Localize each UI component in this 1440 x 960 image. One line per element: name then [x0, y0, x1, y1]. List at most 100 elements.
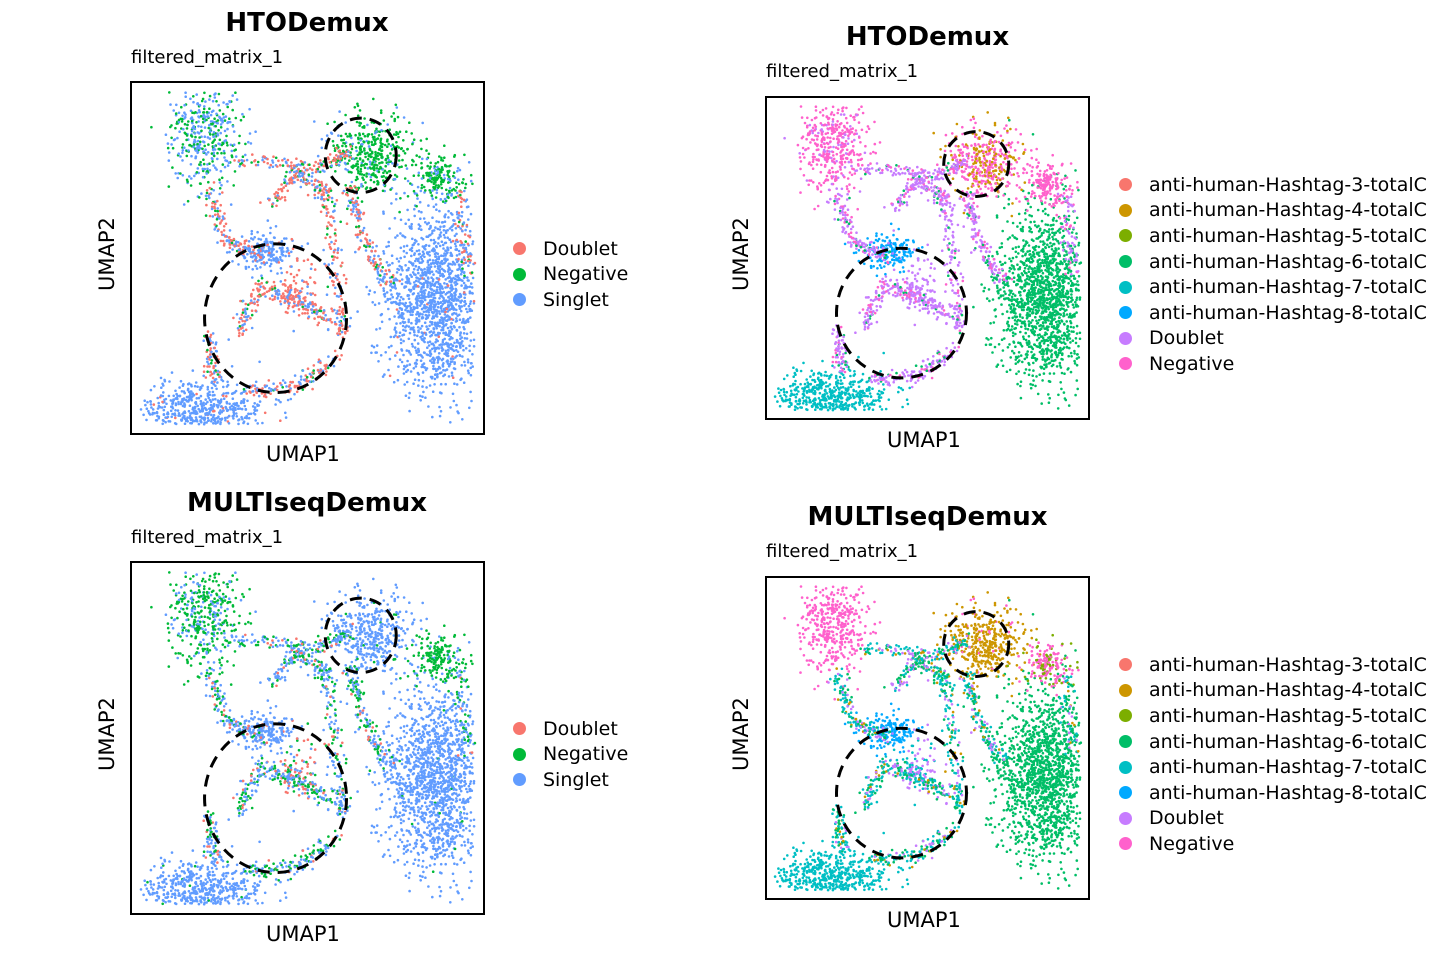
data-point [276, 165, 279, 168]
data-point [335, 294, 339, 298]
data-point [365, 175, 368, 178]
data-point [344, 121, 347, 124]
data-point [456, 224, 460, 228]
data-point [215, 168, 218, 171]
data-point [413, 192, 417, 195]
data-point [344, 113, 347, 117]
data-point [237, 159, 241, 162]
data-points [139, 91, 477, 426]
data-point [442, 233, 446, 237]
data-point [262, 261, 266, 264]
data-point [433, 377, 437, 381]
data-point [302, 307, 305, 311]
data-point [430, 300, 433, 303]
data-point [285, 161, 288, 165]
data-point [1072, 326, 1075, 329]
data-point [420, 147, 423, 151]
data-point [206, 330, 210, 333]
data-point [218, 217, 221, 220]
data-point [462, 325, 465, 329]
data-point [187, 120, 190, 123]
data-point [350, 212, 353, 216]
data-point [287, 254, 291, 258]
data-point [444, 163, 447, 167]
data-point [287, 302, 291, 305]
data-point [440, 328, 443, 332]
data-point [408, 304, 412, 307]
data-point [269, 389, 273, 393]
data-point [398, 292, 401, 296]
data-point [183, 103, 186, 107]
data-point [258, 258, 261, 262]
data-point [153, 385, 156, 388]
data-point [218, 215, 221, 218]
data-point [457, 263, 461, 266]
data-point [213, 117, 216, 120]
data-point [194, 156, 197, 160]
data-point [398, 165, 401, 169]
data-point [389, 160, 393, 163]
data-point [386, 156, 390, 160]
data-point [351, 197, 355, 200]
data-point [417, 265, 421, 269]
data-point [457, 257, 460, 261]
data-point [203, 126, 207, 129]
data-point [222, 101, 225, 104]
data-point [369, 175, 373, 179]
data-point [388, 128, 392, 131]
data-point [467, 218, 470, 221]
data-point [233, 159, 236, 162]
data-point [448, 363, 452, 366]
data-point [435, 312, 439, 315]
data-point [411, 345, 415, 348]
data-point [1042, 367, 1046, 371]
data-point [232, 410, 235, 414]
data-point [469, 259, 472, 262]
data-point [187, 400, 190, 403]
data-point [458, 307, 462, 311]
data-point [459, 332, 462, 335]
data-point [284, 416, 288, 419]
data-point [324, 313, 327, 317]
data-point [388, 284, 392, 287]
data-point [414, 279, 418, 283]
data-point [220, 418, 223, 422]
data-point [363, 147, 366, 150]
data-point [390, 275, 394, 279]
data-point [324, 365, 328, 368]
data-point [183, 417, 187, 421]
data-point [183, 122, 187, 126]
data-point [162, 419, 165, 423]
data-point [345, 222, 349, 225]
data-point [322, 205, 326, 209]
data-point [177, 118, 181, 122]
data-point [1064, 174, 1067, 178]
data-point [1051, 308, 1055, 311]
data-point [454, 312, 458, 315]
data-point [398, 279, 402, 283]
data-point [269, 392, 272, 396]
data-point [390, 344, 393, 348]
data-point [357, 211, 360, 214]
data-point [447, 296, 450, 299]
data-point [211, 99, 215, 103]
data-point [433, 186, 437, 189]
data-point [1022, 337, 1026, 341]
data-point [365, 186, 369, 189]
data-point [421, 334, 424, 338]
data-point [419, 399, 423, 402]
data-point [432, 327, 436, 330]
data-point [334, 170, 337, 173]
data-point [334, 228, 337, 231]
data-point [235, 383, 239, 387]
data-point [455, 181, 458, 185]
data-point [205, 118, 208, 122]
data-point [181, 143, 185, 146]
data-point [379, 262, 383, 265]
data-point [199, 160, 202, 164]
data-point [284, 175, 287, 178]
umap-scatter-plot [765, 96, 1090, 420]
data-point [189, 397, 193, 400]
data-point [413, 346, 417, 349]
data-point [234, 91, 237, 94]
